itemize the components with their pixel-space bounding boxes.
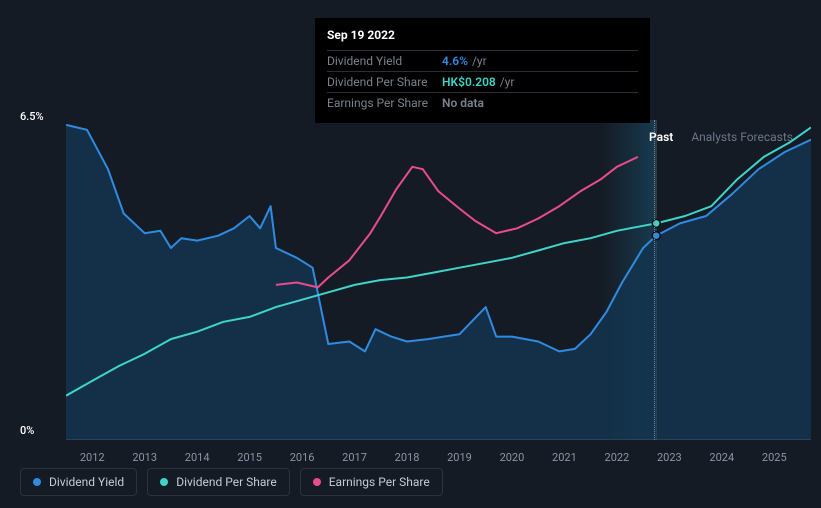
tooltip-label: Dividend Per Share [327, 75, 442, 89]
x-tick: 2022 [605, 451, 630, 464]
label-forecast: Analysts Forecasts [691, 130, 793, 144]
tooltip-value: HK$0.208 [442, 75, 496, 89]
tooltip-date: Sep 19 2022 [327, 28, 638, 48]
x-tick: 2023 [657, 451, 682, 464]
tooltip-unit: /yr [472, 54, 487, 68]
x-tick: 2021 [552, 451, 577, 464]
legend-label: Earnings Per Share [329, 475, 430, 489]
legend-item[interactable]: Dividend Yield [20, 468, 137, 496]
tooltip-label: Dividend Yield [327, 54, 442, 68]
y-tick-max: 6.5% [20, 110, 44, 123]
legend-dot [33, 478, 41, 486]
y-tick-min: 0% [20, 424, 34, 437]
legend-item[interactable]: Dividend Per Share [147, 468, 290, 496]
x-tick: 2014 [185, 451, 210, 464]
legend-label: Dividend Yield [49, 475, 124, 489]
legend-dot [313, 478, 321, 486]
period-labels: Past Analysts Forecasts [649, 130, 793, 144]
chart-svg [66, 120, 811, 440]
tooltip-unit: /yr [500, 75, 515, 89]
tooltip-label: Earnings Per Share [327, 96, 442, 110]
x-tick: 2012 [80, 451, 105, 464]
x-tick: 2025 [762, 451, 787, 464]
x-axis: 2012 2013 2014 2015 2016 2017 2018 2019 2020 2021… [66, 443, 811, 463]
tooltip-row: Dividend Per ShareHK$0.208/yr [327, 71, 638, 92]
tooltip-value: No data [442, 96, 484, 110]
tooltip-row: Dividend Yield4.6% /yr [327, 50, 638, 71]
legend-dot [160, 478, 168, 486]
label-past: Past [649, 130, 673, 144]
plot-area[interactable] [66, 120, 811, 440]
legend-item[interactable]: Earnings Per Share [300, 468, 443, 496]
x-tick: 2017 [342, 451, 367, 464]
x-tick: 2018 [395, 451, 420, 464]
tooltip-row: Earnings Per ShareNo data [327, 92, 638, 113]
x-tick: 2019 [447, 451, 472, 464]
x-tick: 2013 [132, 451, 157, 464]
x-tick: 2024 [709, 451, 734, 464]
hover-vertical-line [654, 120, 655, 440]
x-tick: 2020 [500, 451, 525, 464]
tooltip: Sep 19 2022 Dividend Yield4.6%/yrDividen… [315, 18, 650, 123]
legend-label: Dividend Per Share [176, 475, 277, 489]
x-tick: 2016 [290, 451, 315, 464]
legend: Dividend Yield Dividend Per Share Earnings… [20, 468, 443, 496]
x-tick: 2015 [237, 451, 262, 464]
tooltip-value: 4.6% [442, 54, 468, 68]
